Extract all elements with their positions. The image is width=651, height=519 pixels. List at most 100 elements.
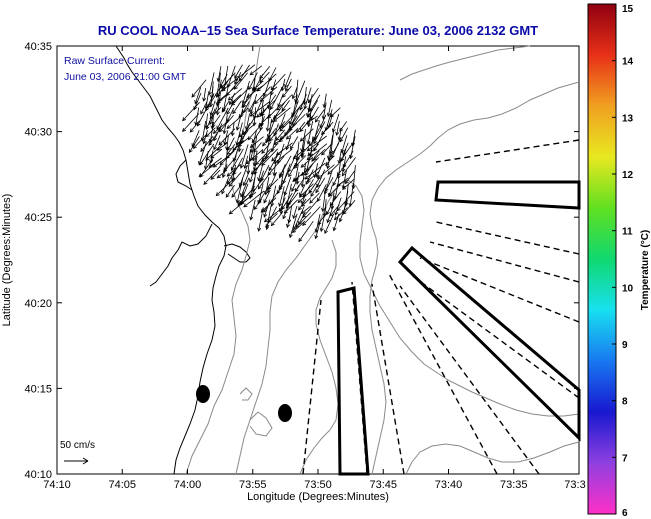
current-vector-head xyxy=(212,129,217,134)
current-vector-head xyxy=(221,108,226,113)
colorbar-tick-label: 6 xyxy=(622,508,628,519)
current-vector xyxy=(279,120,291,132)
current-vector xyxy=(216,177,236,196)
current-vector xyxy=(229,197,250,215)
current-vector xyxy=(292,220,306,233)
coastline-river xyxy=(149,223,213,287)
current-vector xyxy=(219,150,235,166)
current-vector-head xyxy=(256,113,261,118)
current-vector xyxy=(231,121,235,136)
current-vector xyxy=(271,185,277,207)
colorbar-label: Temperature (°C) xyxy=(640,230,651,311)
current-vector-head xyxy=(253,170,258,175)
lane-polygon xyxy=(336,286,370,476)
current-vector-head xyxy=(267,114,272,119)
current-vector xyxy=(281,192,293,210)
current-vector xyxy=(327,149,332,169)
current-vector-head xyxy=(330,113,335,118)
current-vector-head xyxy=(212,163,217,168)
current-vector-head xyxy=(273,159,278,164)
current-vector-head xyxy=(276,106,281,111)
current-vector xyxy=(267,108,271,132)
colorbar-tick-label: 10 xyxy=(622,283,634,294)
current-vector xyxy=(300,156,314,168)
current-vector-head xyxy=(270,222,275,227)
current-vector xyxy=(290,136,299,150)
current-vector xyxy=(241,122,250,143)
current-vector xyxy=(308,87,319,103)
current-vector-head xyxy=(319,227,324,233)
current-vector-head xyxy=(245,160,250,165)
current-vector-head xyxy=(225,193,230,198)
current-vector xyxy=(317,211,328,225)
x-tick-label: 73:45 xyxy=(369,479,397,491)
current-vector xyxy=(219,114,234,132)
current-vector xyxy=(210,100,216,116)
current-vector xyxy=(228,88,243,101)
current-vector-head xyxy=(257,227,262,232)
current-vector-head xyxy=(325,161,330,166)
current-vector xyxy=(263,191,278,213)
current-vector-head xyxy=(231,193,236,198)
current-vector-head xyxy=(268,137,273,142)
current-vector-head xyxy=(332,181,337,187)
current-vector xyxy=(294,164,299,182)
current-vector-head xyxy=(298,237,303,243)
current-vector xyxy=(253,107,257,126)
surface-current-vectors xyxy=(182,64,356,243)
current-vector-head xyxy=(317,221,322,226)
scale-bar-label: 50 cm/s xyxy=(60,440,95,451)
current-vector-head xyxy=(189,128,194,133)
current-vector-head xyxy=(251,138,256,144)
current-vector xyxy=(208,72,215,95)
current-vector-head xyxy=(205,133,210,138)
bathymetry-contour xyxy=(399,45,531,81)
current-vector-head xyxy=(257,185,262,190)
current-vector-head xyxy=(253,205,258,211)
current-vector xyxy=(303,86,307,105)
current-vector xyxy=(274,148,293,164)
current-vector xyxy=(332,113,340,132)
current-vector xyxy=(291,176,299,192)
current-vector xyxy=(280,170,285,189)
current-vector-head xyxy=(235,141,240,146)
current-vector xyxy=(332,171,341,186)
current-vector xyxy=(286,214,291,228)
current-vector-head xyxy=(265,139,270,144)
current-vector-head xyxy=(284,83,288,89)
current-vector-head xyxy=(329,202,334,207)
current-vector xyxy=(296,121,306,133)
current-vector xyxy=(252,136,257,161)
x-tick-label: 74:10 xyxy=(43,479,71,491)
current-vector xyxy=(349,183,354,207)
current-vector xyxy=(260,197,277,213)
current-vector xyxy=(261,148,278,166)
current-vector xyxy=(259,71,270,83)
current-vector xyxy=(258,207,264,232)
current-vector xyxy=(305,162,314,176)
current-vector-head xyxy=(218,141,223,146)
current-vector xyxy=(313,148,326,161)
current-vector xyxy=(211,114,221,127)
current-vector xyxy=(213,135,221,150)
current-vector xyxy=(255,148,271,165)
current-vector-head xyxy=(276,190,281,195)
current-vector xyxy=(195,107,200,126)
current-vector-head xyxy=(327,124,332,129)
current-vector-head xyxy=(240,200,245,205)
current-vector-head xyxy=(221,173,226,179)
current-vector xyxy=(249,162,257,183)
current-vector xyxy=(232,164,236,181)
current-vector-head xyxy=(331,128,336,133)
current-vector-head xyxy=(279,127,284,132)
current-vector xyxy=(307,143,319,156)
current-vector-head xyxy=(225,146,230,151)
current-vector-head xyxy=(285,223,290,229)
current-vector-head xyxy=(226,124,231,129)
current-vector xyxy=(236,108,244,131)
current-vector xyxy=(319,114,327,128)
current-vector xyxy=(265,176,270,195)
current-vector-head xyxy=(326,219,331,224)
current-vector xyxy=(209,100,221,125)
